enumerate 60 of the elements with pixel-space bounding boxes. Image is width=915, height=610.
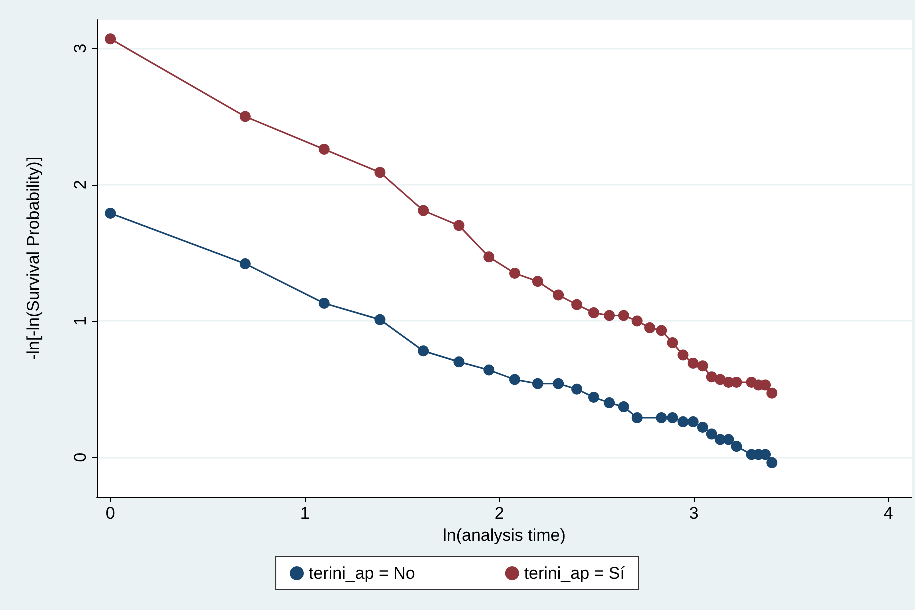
point bbox=[572, 384, 583, 395]
point bbox=[510, 374, 521, 386]
point bbox=[374, 314, 386, 326]
y-axis-title: -ln[-ln(Survival Probability)] bbox=[24, 156, 43, 360]
y-tick-label: 0 bbox=[71, 452, 90, 462]
point bbox=[484, 364, 495, 376]
point bbox=[418, 346, 430, 357]
x-axis-title: ln(analysis time) bbox=[443, 526, 566, 545]
x-tick-label: 4 bbox=[884, 504, 894, 523]
point bbox=[454, 356, 465, 368]
point bbox=[688, 416, 699, 428]
point bbox=[656, 325, 668, 336]
point bbox=[618, 310, 630, 322]
legend-label: terini_ap = No bbox=[309, 564, 416, 583]
point bbox=[706, 428, 718, 440]
point bbox=[697, 360, 708, 372]
point bbox=[240, 111, 251, 122]
x-tick-label: 2 bbox=[494, 504, 504, 523]
point bbox=[572, 299, 583, 310]
point bbox=[766, 457, 778, 468]
point bbox=[618, 402, 630, 413]
point bbox=[632, 316, 643, 327]
y-tick-label: 3 bbox=[71, 44, 90, 54]
point bbox=[656, 412, 668, 424]
point bbox=[731, 377, 742, 388]
point bbox=[484, 252, 495, 263]
point bbox=[723, 434, 734, 446]
point bbox=[632, 412, 643, 424]
point bbox=[588, 392, 600, 404]
point bbox=[604, 397, 616, 408]
point bbox=[667, 412, 678, 424]
point bbox=[105, 34, 116, 45]
point bbox=[678, 416, 689, 428]
point bbox=[454, 220, 465, 232]
point bbox=[644, 322, 656, 334]
point bbox=[678, 350, 689, 361]
point bbox=[553, 378, 564, 390]
x-tick-label: 3 bbox=[689, 504, 699, 523]
point bbox=[766, 388, 778, 399]
point bbox=[731, 441, 742, 452]
point bbox=[418, 205, 430, 216]
point bbox=[510, 268, 521, 279]
point bbox=[667, 338, 678, 348]
x-tick-label: 0 bbox=[106, 504, 116, 523]
y-tick-label: 1 bbox=[71, 316, 90, 326]
point bbox=[105, 208, 116, 220]
point bbox=[532, 276, 544, 288]
point bbox=[374, 167, 386, 178]
point bbox=[588, 308, 600, 319]
point bbox=[532, 378, 544, 390]
legend-label: terini_ap = Sí bbox=[524, 564, 626, 583]
x-tick-label: 1 bbox=[300, 504, 310, 523]
point bbox=[240, 258, 251, 270]
y-tick-label: 2 bbox=[71, 180, 90, 190]
point bbox=[318, 298, 330, 309]
point bbox=[688, 358, 699, 369]
point bbox=[697, 422, 708, 433]
point bbox=[553, 290, 564, 301]
point bbox=[604, 310, 616, 322]
point bbox=[318, 144, 330, 155]
